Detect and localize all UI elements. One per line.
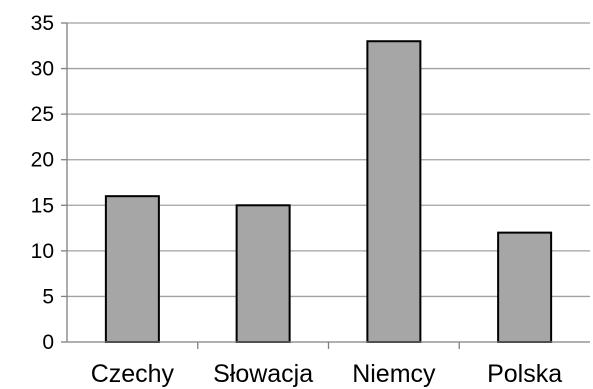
category-labels: Czechy Słowacja Niemcy Polska (91, 360, 563, 388)
y-tick-label: 10 (31, 240, 54, 263)
y-tick-labels: 0 5 10 15 20 25 30 35 (31, 12, 54, 354)
bar-0 (104, 195, 160, 343)
bars (104, 40, 553, 343)
axes (61, 22, 590, 349)
bar-2 (366, 40, 422, 343)
x-category-label: Polska (487, 360, 562, 388)
y-tick-label: 15 (31, 194, 54, 217)
y-tick-label: 5 (42, 285, 54, 308)
y-tick-label: 25 (31, 103, 54, 126)
y-tick-label: 0 (42, 331, 54, 354)
bar-3 (497, 231, 553, 343)
y-tick-label: 20 (31, 149, 54, 172)
bar-1 (235, 204, 291, 343)
x-category-label: Słowacja (213, 360, 313, 388)
y-tick-label: 30 (31, 58, 54, 81)
x-category-label: Niemcy (352, 360, 436, 388)
x-category-label: Czechy (91, 360, 175, 388)
y-tick-label: 35 (31, 12, 54, 35)
